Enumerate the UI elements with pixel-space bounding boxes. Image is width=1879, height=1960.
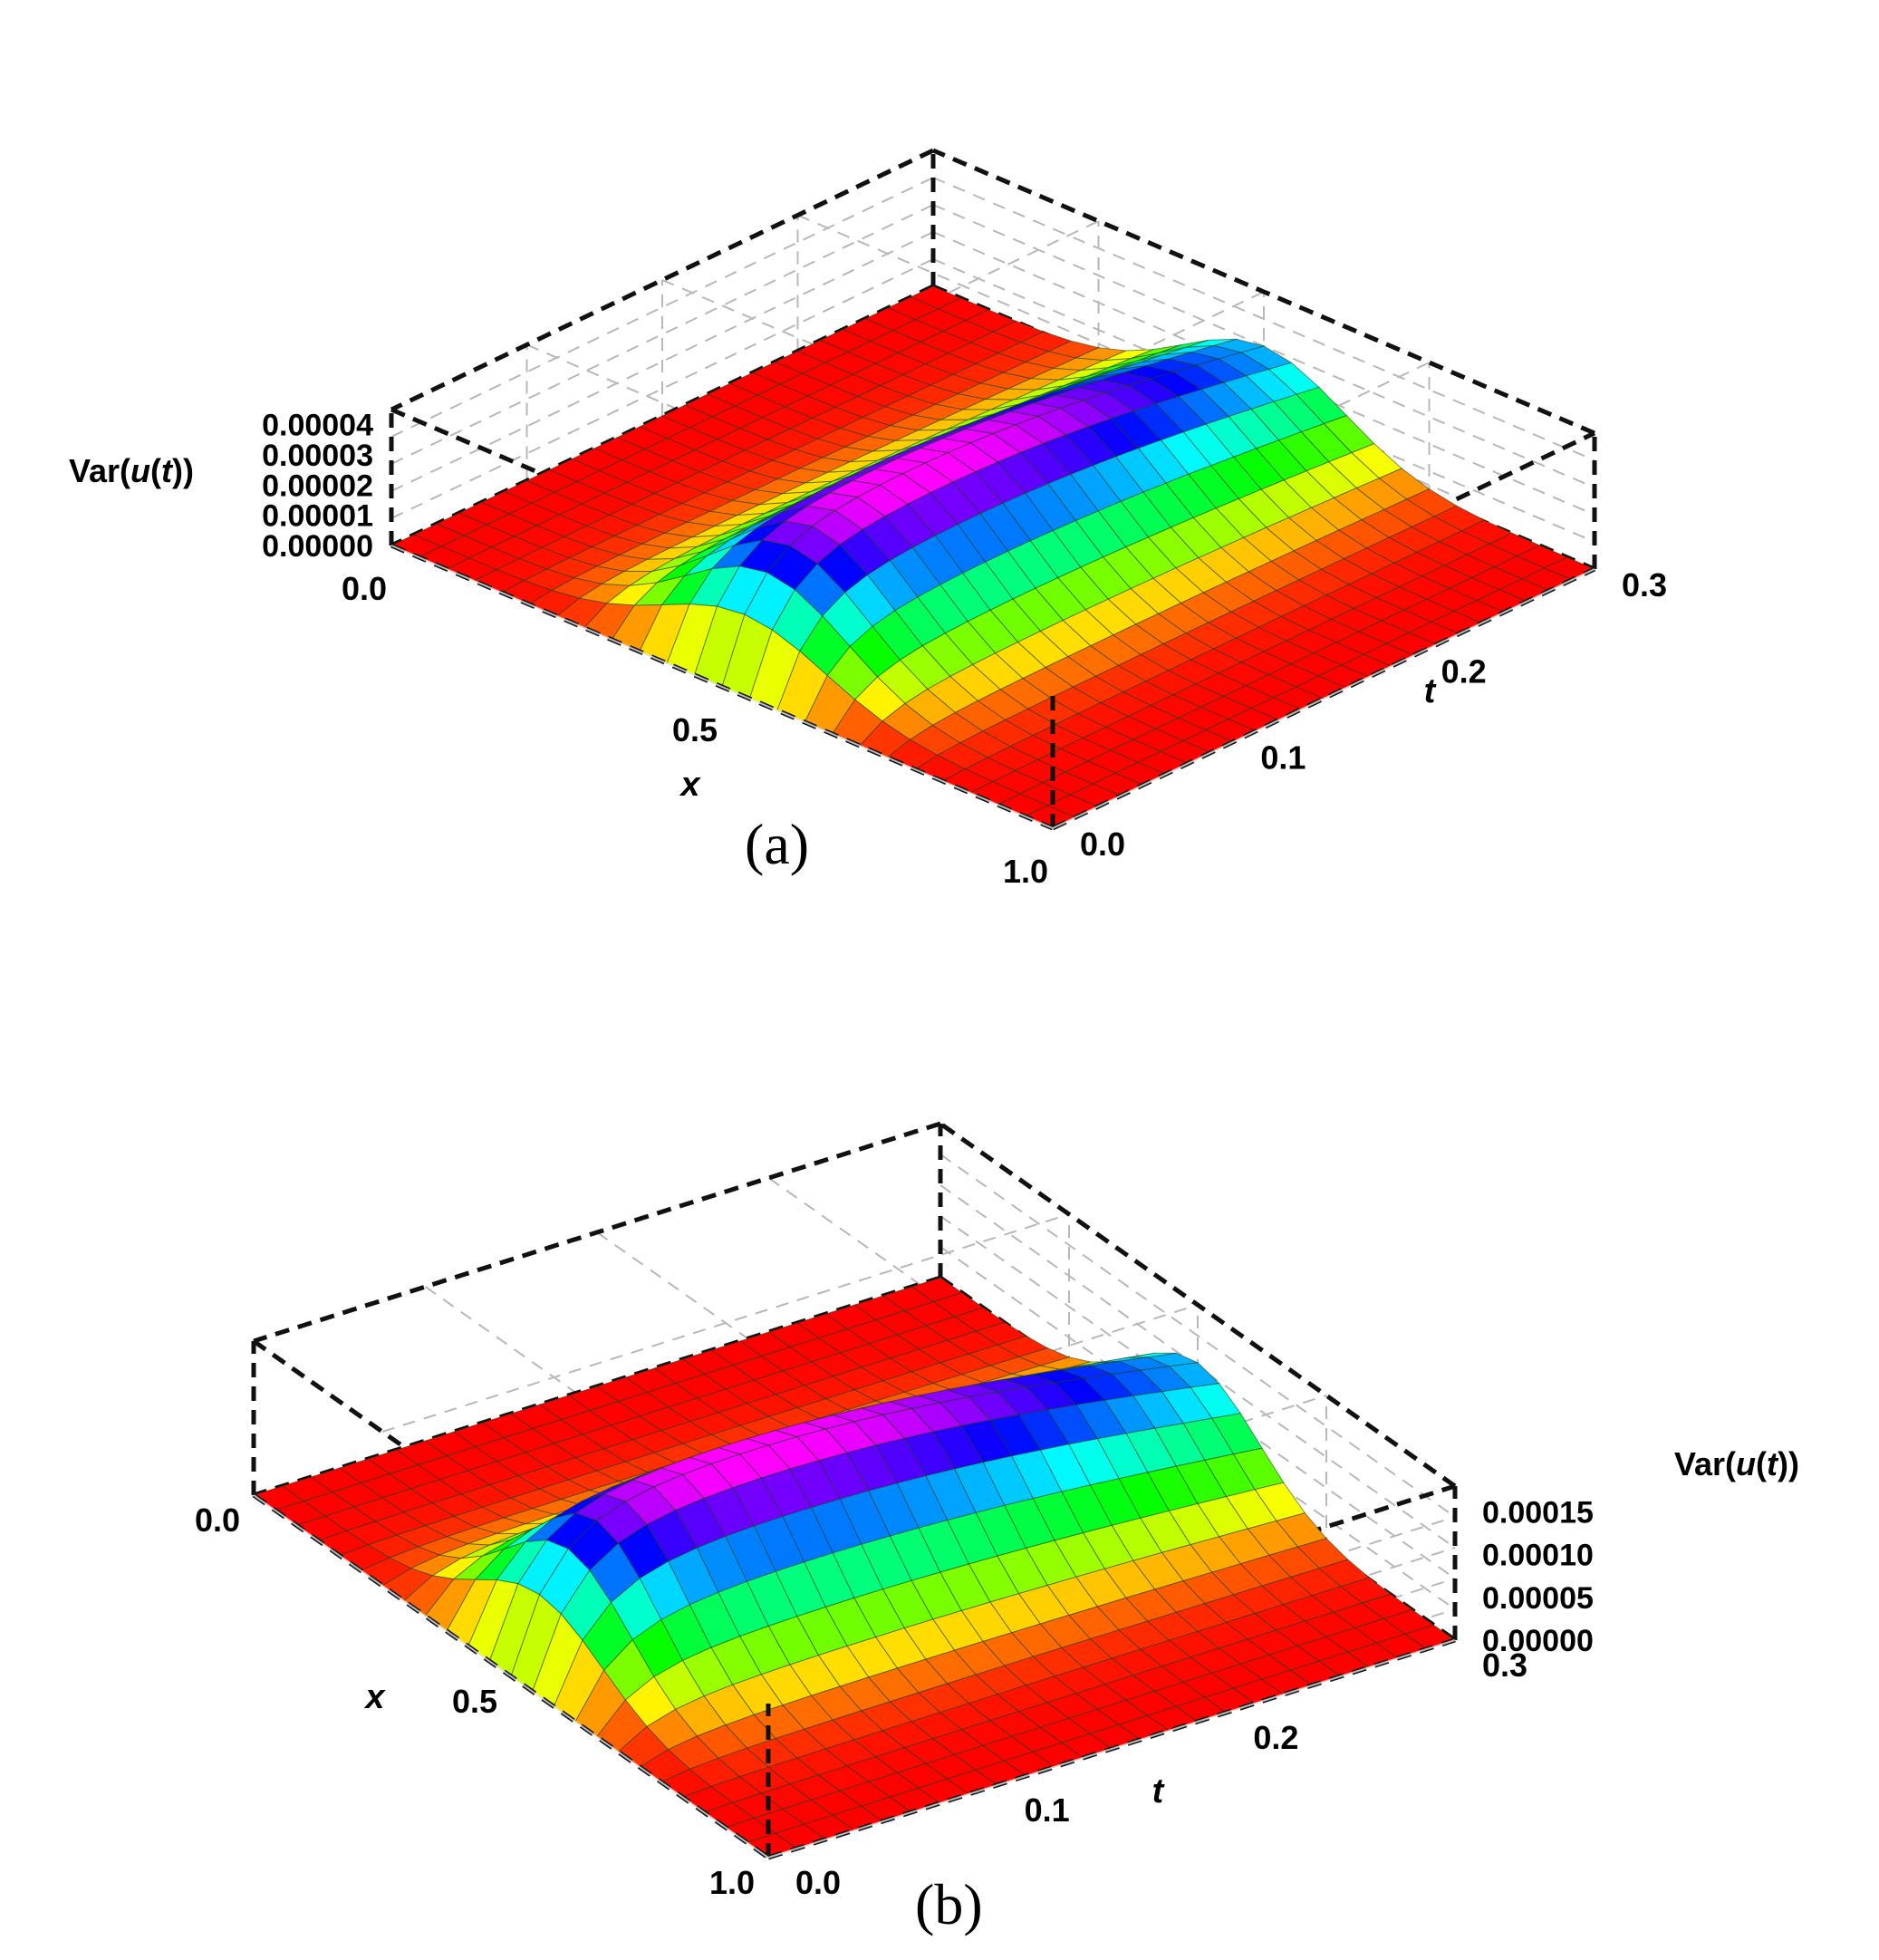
x-tick-label: 0.5	[452, 1683, 497, 1720]
surface-mesh	[390, 285, 1596, 829]
x-tick-label: 1.0	[709, 1864, 755, 1901]
x-axis-label: x	[363, 1678, 386, 1716]
z-tick-label: 0.00005	[1482, 1581, 1594, 1616]
t-tick-label: 0.0	[1080, 826, 1125, 863]
z-tick-label: 0.00004	[262, 409, 373, 443]
z-tick-label: 0.00001	[262, 499, 373, 534]
chart-panel-b: 0.0 0.5 1.0 0.0 0.1 0.2 0.3 0.00000 0.00005 0.000…	[0, 961, 1879, 1960]
x-tick-label: 0.0	[195, 1501, 240, 1539]
x-axis-label: x	[679, 766, 701, 804]
bounding-box-front	[390, 543, 1596, 831]
surface-plot-b: 0.0 0.5 1.0 0.0 0.1 0.2 0.30.00000 0.00005 0.000…	[195, 1121, 1799, 1901]
bounding-box-front	[252, 1492, 1456, 1860]
t-tick-label: 0.2	[1441, 652, 1487, 690]
t-tick-label: 0.3	[1482, 1646, 1527, 1684]
surface-mesh	[252, 1277, 1457, 1859]
panel-label-a: (a)	[745, 812, 810, 876]
t-axis-label: t	[1152, 1772, 1165, 1810]
tick-labels: 0.00.51.00.00.10.20.30.000000.000010.000…	[69, 409, 1667, 890]
t-tick-label: 0.3	[1622, 566, 1667, 603]
t-tick-label: 0.0	[795, 1864, 841, 1901]
t-tick-label: 0.2	[1253, 1719, 1298, 1756]
t-axis-label: t	[1424, 672, 1437, 710]
surface-plot-a: 0.00.51.00.00.10.20.30.000000.000010.000…	[69, 148, 1667, 890]
tick-labels: 0.0 0.5 1.0 0.0 0.1 0.2 0.30.00000 0.00005 0.000…	[195, 1445, 1799, 1901]
x-tick-label: 0.5	[672, 711, 718, 748]
z-tick-label: 0.00010	[1482, 1539, 1594, 1573]
chart-panel-a: 0.0 0.5 1.0 0.0 0.1 0.2 0.3 0.00000 0.00001 0.000…	[0, 0, 1879, 924]
x-tick-label: 0.0	[342, 570, 387, 607]
z-tick-label: 0.00002	[262, 468, 373, 503]
x-tick-label: 1.0	[1003, 853, 1048, 890]
z-axis-label: Var(u(t))	[1674, 1445, 1799, 1482]
z-axis-label: Var(u(t))	[69, 452, 194, 489]
z-tick-label: 0.00000	[1482, 1624, 1594, 1658]
z-tick-label: 0.00003	[262, 439, 373, 473]
z-tick-label: 0.00015	[1482, 1495, 1594, 1530]
t-tick-label: 0.1	[1025, 1791, 1070, 1829]
panel-label-b: (b)	[915, 1872, 983, 1936]
t-tick-label: 0.1	[1260, 739, 1306, 777]
z-tick-label: 0.00000	[262, 529, 373, 564]
